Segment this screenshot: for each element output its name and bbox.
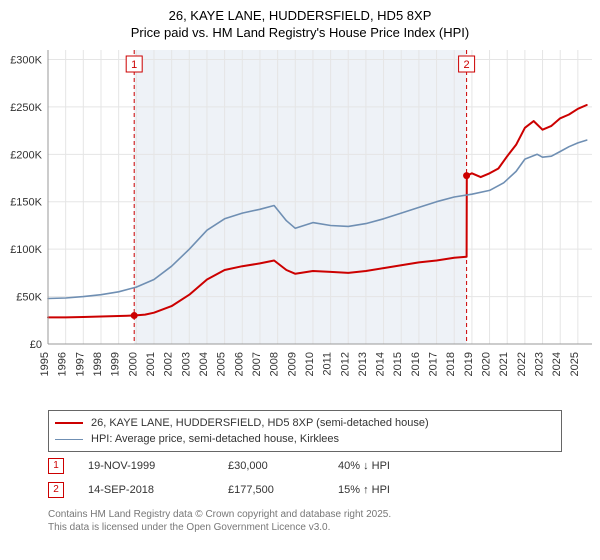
transaction-price-0: £30,000 xyxy=(228,460,338,472)
transaction-date-1: 14-SEP-2018 xyxy=(88,484,228,496)
svg-text:£50K: £50K xyxy=(16,292,42,304)
legend-row-1: HPI: Average price, semi-detached house,… xyxy=(55,431,555,447)
svg-text:£250K: £250K xyxy=(10,102,42,114)
svg-text:2005: 2005 xyxy=(216,352,228,376)
svg-text:2: 2 xyxy=(464,59,470,71)
transaction-marker-1: 2 xyxy=(48,482,64,498)
transaction-price-1: £177,500 xyxy=(228,484,338,496)
svg-text:1998: 1998 xyxy=(92,352,104,376)
transaction-row-0: 1 19-NOV-1999 £30,000 40% ↓ HPI xyxy=(48,456,478,476)
transaction-marker-0: 1 xyxy=(48,458,64,474)
svg-text:2023: 2023 xyxy=(534,352,546,376)
footer-block: Contains HM Land Registry data © Crown c… xyxy=(48,508,391,534)
svg-text:2009: 2009 xyxy=(286,352,298,376)
svg-text:2022: 2022 xyxy=(516,352,528,376)
svg-text:2013: 2013 xyxy=(357,352,369,376)
legend-row-0: 26, KAYE LANE, HUDDERSFIELD, HD5 8XP (se… xyxy=(55,415,555,431)
svg-text:2015: 2015 xyxy=(392,352,404,376)
footer-line-1: Contains HM Land Registry data © Crown c… xyxy=(48,508,391,521)
svg-text:2018: 2018 xyxy=(445,352,457,376)
legend-label-0: 26, KAYE LANE, HUDDERSFIELD, HD5 8XP (se… xyxy=(91,415,429,431)
svg-text:£150K: £150K xyxy=(10,197,42,209)
legend-swatch-0 xyxy=(55,422,83,424)
svg-text:2004: 2004 xyxy=(198,352,210,376)
svg-text:1: 1 xyxy=(131,59,137,71)
footer-line-2: This data is licensed under the Open Gov… xyxy=(48,521,391,534)
svg-text:2010: 2010 xyxy=(304,352,316,376)
svg-text:2025: 2025 xyxy=(569,352,581,376)
transactions-block: 1 19-NOV-1999 £30,000 40% ↓ HPI 2 14-SEP… xyxy=(48,452,478,500)
svg-text:2020: 2020 xyxy=(481,352,493,376)
svg-text:2003: 2003 xyxy=(180,352,192,376)
svg-text:2008: 2008 xyxy=(269,352,281,376)
transaction-date-0: 19-NOV-1999 xyxy=(88,460,228,472)
legend-box: 26, KAYE LANE, HUDDERSFIELD, HD5 8XP (se… xyxy=(48,410,562,452)
svg-text:2017: 2017 xyxy=(428,352,440,376)
svg-text:2014: 2014 xyxy=(375,352,387,376)
svg-text:2002: 2002 xyxy=(163,352,175,376)
svg-text:1996: 1996 xyxy=(57,352,69,376)
chart-container: 26, KAYE LANE, HUDDERSFIELD, HD5 8XP Pri… xyxy=(0,0,600,560)
svg-text:1997: 1997 xyxy=(74,352,86,376)
svg-text:1995: 1995 xyxy=(39,352,51,376)
svg-text:2000: 2000 xyxy=(127,352,139,376)
chart-svg: £0 £50K £100K £150K £200K £250K £300K 1995 1996 1… xyxy=(0,44,600,402)
svg-text:£100K: £100K xyxy=(10,244,42,256)
legend-swatch-1 xyxy=(55,439,83,440)
svg-text:£200K: £200K xyxy=(10,149,42,161)
svg-text:1999: 1999 xyxy=(110,352,122,376)
svg-text:2001: 2001 xyxy=(145,352,157,376)
title-line-2: Price paid vs. HM Land Registry's House … xyxy=(0,25,600,40)
transaction-row-1: 2 14-SEP-2018 £177,500 15% ↑ HPI xyxy=(48,480,478,500)
svg-text:2011: 2011 xyxy=(322,352,334,376)
svg-text:2012: 2012 xyxy=(339,352,351,376)
svg-text:2019: 2019 xyxy=(463,352,475,376)
svg-text:2006: 2006 xyxy=(233,352,245,376)
svg-text:2007: 2007 xyxy=(251,352,263,376)
svg-text:£0: £0 xyxy=(30,339,42,351)
svg-text:£300K: £300K xyxy=(10,54,42,66)
svg-text:2021: 2021 xyxy=(498,352,510,376)
transaction-pct-0: 40% ↓ HPI xyxy=(338,460,478,472)
title-line-1: 26, KAYE LANE, HUDDERSFIELD, HD5 8XP xyxy=(0,8,600,23)
transaction-pct-1: 15% ↑ HPI xyxy=(338,484,478,496)
svg-text:2016: 2016 xyxy=(410,352,422,376)
title-block: 26, KAYE LANE, HUDDERSFIELD, HD5 8XP Pri… xyxy=(0,0,600,40)
legend-label-1: HPI: Average price, semi-detached house,… xyxy=(91,431,339,447)
svg-text:2024: 2024 xyxy=(551,352,563,376)
chart-area: £0 £50K £100K £150K £200K £250K £300K 1995 1996 1… xyxy=(0,44,600,402)
